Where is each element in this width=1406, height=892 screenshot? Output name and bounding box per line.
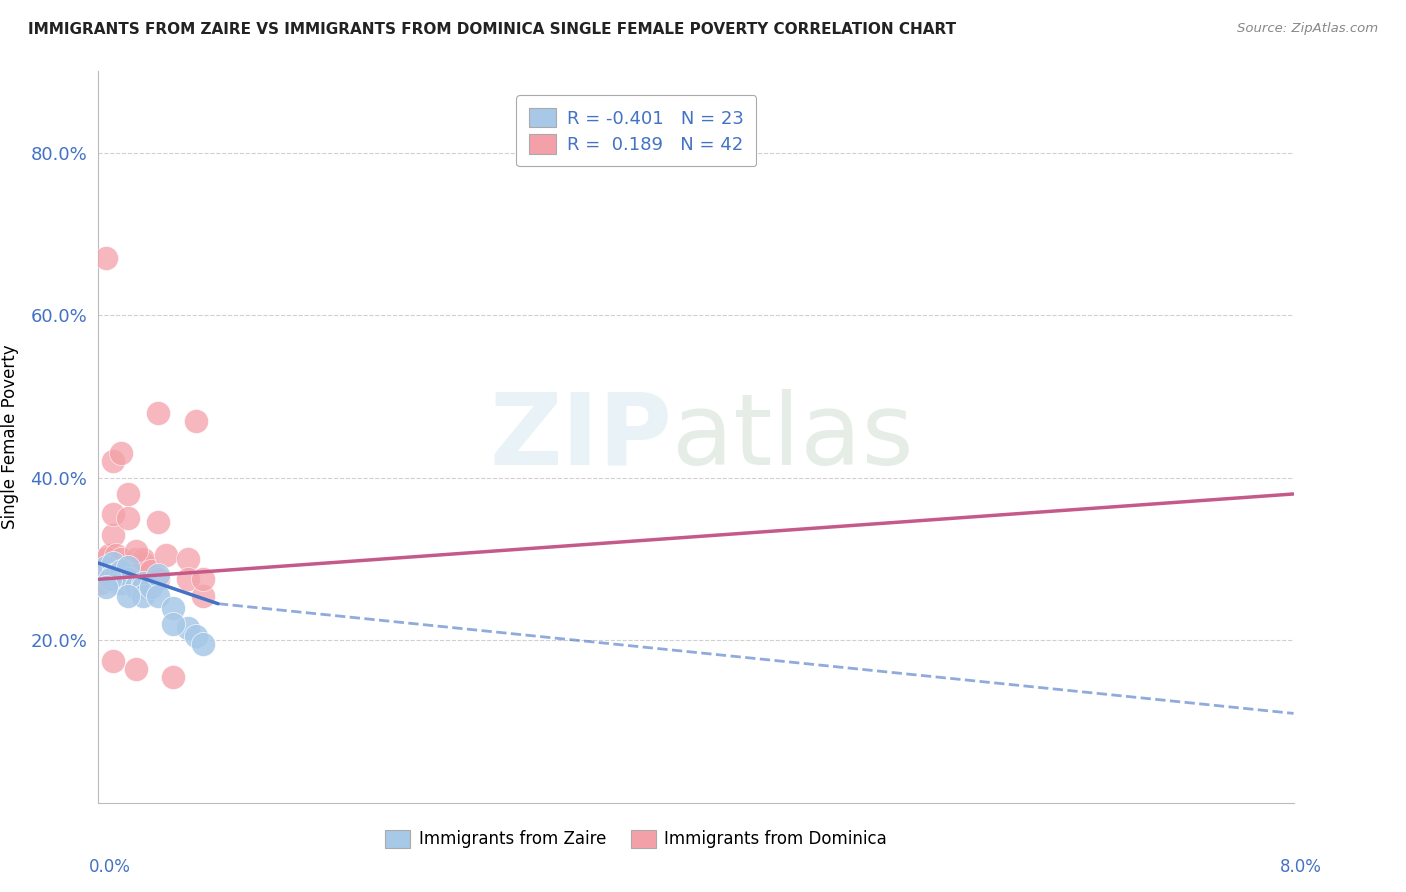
Point xyxy=(94,572,117,586)
Text: Source: ZipAtlas.com: Source: ZipAtlas.com xyxy=(1237,22,1378,36)
Point xyxy=(103,454,125,468)
Point xyxy=(103,654,125,668)
Point xyxy=(117,572,139,586)
Point xyxy=(110,568,132,582)
Text: IMMIGRANTS FROM ZAIRE VS IMMIGRANTS FROM DOMINICA SINGLE FEMALE POVERTY CORRELAT: IMMIGRANTS FROM ZAIRE VS IMMIGRANTS FROM… xyxy=(28,22,956,37)
Point xyxy=(117,564,139,578)
Text: 0.0%: 0.0% xyxy=(89,858,131,876)
Point xyxy=(148,406,170,420)
Point xyxy=(103,568,125,582)
Point xyxy=(89,576,111,591)
Text: 8.0%: 8.0% xyxy=(1279,858,1322,876)
Point xyxy=(162,617,184,632)
Point xyxy=(155,548,177,562)
Point xyxy=(105,568,128,582)
Point xyxy=(184,629,207,643)
Point xyxy=(162,670,184,684)
Point xyxy=(135,576,157,591)
Point xyxy=(94,252,117,266)
Point xyxy=(97,548,120,562)
Point xyxy=(117,487,139,501)
Point xyxy=(139,564,162,578)
Point xyxy=(184,414,207,428)
Point xyxy=(103,527,125,541)
Point xyxy=(148,516,170,530)
Y-axis label: Single Female Poverty: Single Female Poverty xyxy=(1,345,20,529)
Point xyxy=(117,560,139,574)
Point xyxy=(90,576,112,591)
Point xyxy=(117,576,139,591)
Text: ZIP: ZIP xyxy=(489,389,672,485)
Point xyxy=(191,637,214,651)
Point xyxy=(132,552,155,566)
Point xyxy=(132,581,155,595)
Point xyxy=(94,552,117,566)
Point xyxy=(191,572,214,586)
Point xyxy=(177,552,200,566)
Point xyxy=(148,568,170,582)
Point xyxy=(148,589,170,603)
Point xyxy=(132,556,155,570)
Point xyxy=(110,552,132,566)
Point xyxy=(89,564,111,578)
Point xyxy=(132,576,155,591)
Point xyxy=(117,589,139,603)
Legend: Immigrants from Zaire, Immigrants from Dominica: Immigrants from Zaire, Immigrants from D… xyxy=(377,822,896,856)
Point xyxy=(94,581,117,595)
Point xyxy=(177,572,200,586)
Point xyxy=(125,572,148,586)
Point xyxy=(98,572,122,586)
Point xyxy=(120,576,142,591)
Point xyxy=(132,589,155,603)
Point xyxy=(148,572,170,586)
Point xyxy=(105,548,128,562)
Text: atlas: atlas xyxy=(672,389,914,485)
Point xyxy=(103,568,125,582)
Point xyxy=(191,589,214,603)
Point xyxy=(177,621,200,635)
Point xyxy=(103,508,125,522)
Point xyxy=(107,576,129,591)
Point xyxy=(110,446,132,460)
Point xyxy=(125,552,148,566)
Point xyxy=(132,576,155,591)
Point xyxy=(125,544,148,558)
Point xyxy=(139,581,162,595)
Point xyxy=(91,560,114,574)
Point xyxy=(110,564,132,578)
Point xyxy=(125,662,148,676)
Point xyxy=(117,511,139,525)
Point xyxy=(162,600,184,615)
Point xyxy=(94,560,117,574)
Point xyxy=(125,581,148,595)
Point xyxy=(103,556,125,570)
Point xyxy=(110,576,132,591)
